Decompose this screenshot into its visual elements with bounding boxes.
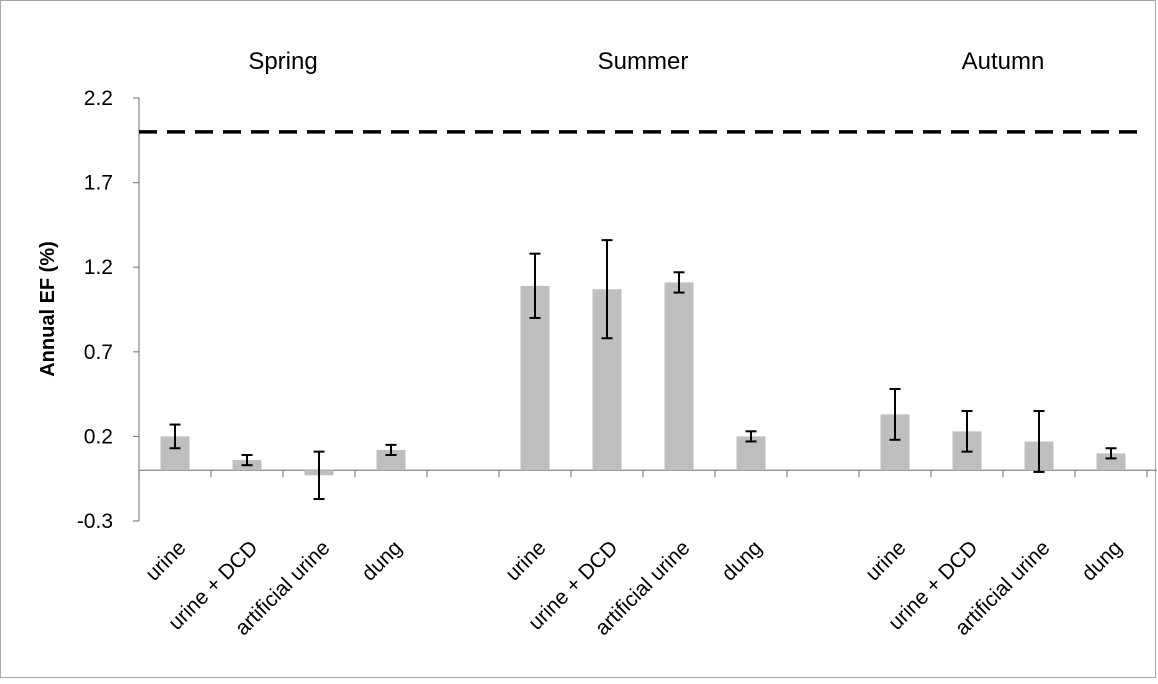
season-label: Summer	[598, 48, 689, 75]
bar	[664, 282, 694, 471]
category-label: urine	[861, 536, 910, 585]
category-label: dung	[717, 536, 766, 585]
bar	[1096, 453, 1126, 471]
category-label: urine	[501, 536, 550, 585]
category-label: urine	[141, 536, 190, 585]
y-axis-title: Annual EF (%)	[37, 241, 59, 377]
category-label: dung	[357, 536, 406, 585]
y-tick-label: 0.2	[84, 425, 113, 448]
season-label: Spring	[248, 48, 317, 75]
season-label: Autumn	[962, 48, 1045, 75]
y-tick-label: 0.7	[84, 341, 113, 364]
y-tick-label: 1.2	[84, 256, 113, 279]
y-tick-label: -0.3	[77, 510, 113, 533]
bar	[376, 449, 406, 471]
category-label: dung	[1077, 536, 1126, 585]
y-tick-label: 2.2	[84, 87, 113, 110]
y-tick-label: 1.7	[84, 172, 113, 195]
